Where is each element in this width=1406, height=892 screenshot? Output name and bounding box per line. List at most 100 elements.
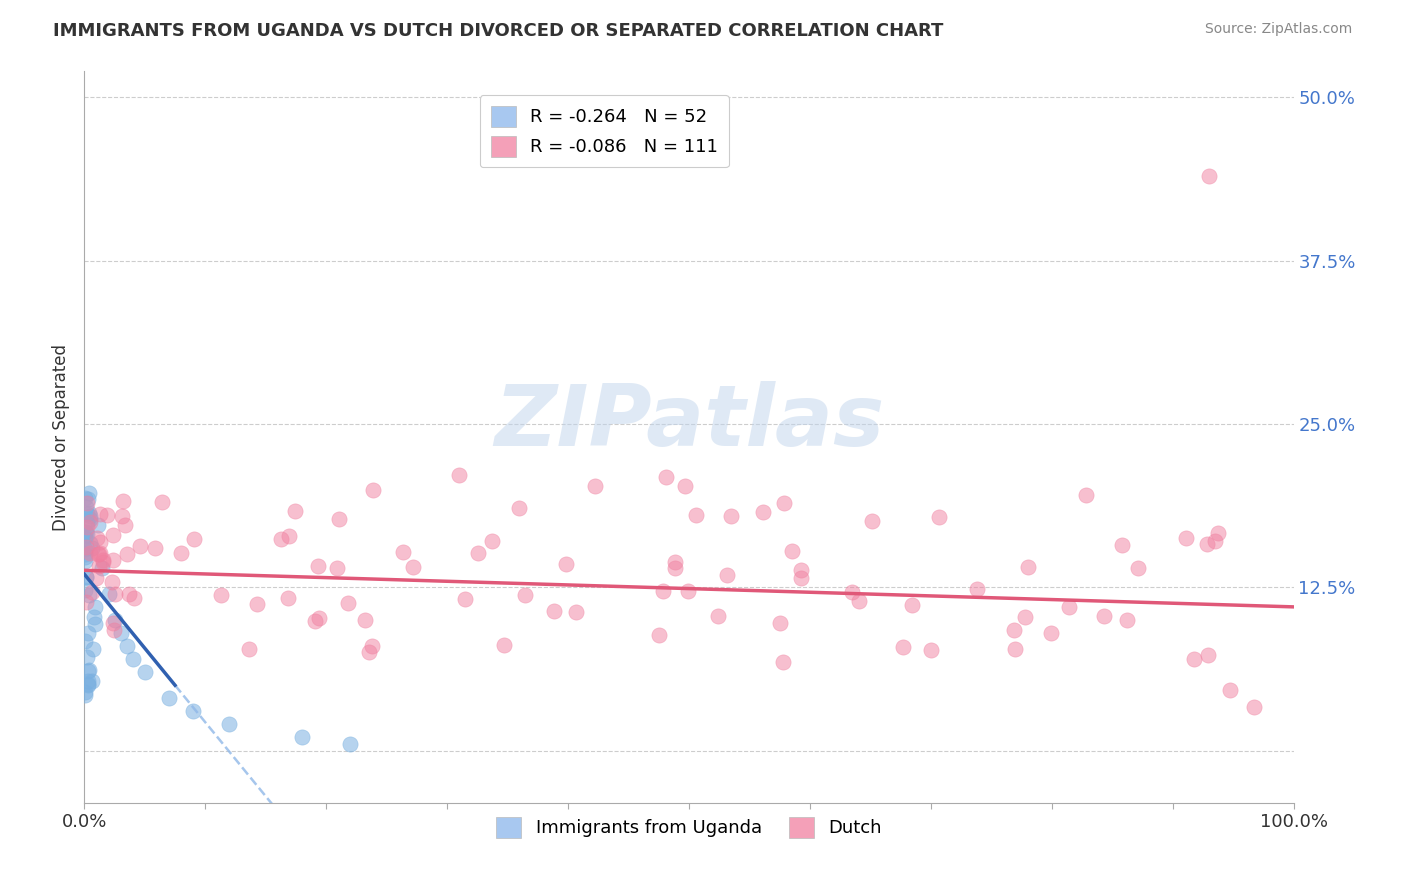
Point xyxy=(143,541,166,556)
Point xyxy=(76,650,98,665)
Point xyxy=(326,561,349,575)
Point xyxy=(277,591,299,606)
Point xyxy=(238,641,260,656)
Point xyxy=(1014,610,1036,624)
Point xyxy=(169,546,191,560)
Point xyxy=(359,645,381,659)
Point xyxy=(75,524,97,539)
Y-axis label: Divorced or Separated: Divorced or Separated xyxy=(52,343,70,531)
Point xyxy=(73,541,96,556)
Point xyxy=(122,591,145,606)
Point xyxy=(1002,623,1025,637)
Point xyxy=(91,560,114,574)
Point xyxy=(848,594,870,608)
Point xyxy=(91,553,114,567)
Point xyxy=(157,691,180,706)
Point xyxy=(75,595,97,609)
Point xyxy=(720,509,742,524)
Point xyxy=(447,468,470,483)
Point xyxy=(218,717,240,731)
Point xyxy=(337,596,360,610)
Point xyxy=(75,540,97,554)
Point xyxy=(76,520,98,534)
Point xyxy=(209,588,232,602)
Point xyxy=(73,582,96,597)
Point xyxy=(772,496,794,510)
Point xyxy=(1115,613,1137,627)
Point xyxy=(790,563,813,577)
Point xyxy=(86,532,108,546)
Point xyxy=(100,575,122,590)
Point xyxy=(676,583,699,598)
Point xyxy=(79,546,101,560)
Point xyxy=(89,508,111,522)
Point xyxy=(73,553,96,567)
Point xyxy=(110,626,132,640)
Point xyxy=(77,664,100,678)
Point xyxy=(82,584,104,599)
Point xyxy=(307,558,329,573)
Point xyxy=(73,529,96,543)
Point xyxy=(664,561,686,575)
Point xyxy=(1195,537,1218,551)
Point xyxy=(664,555,686,569)
Point xyxy=(1243,699,1265,714)
Point xyxy=(115,548,138,562)
Point xyxy=(291,731,314,745)
Point xyxy=(128,539,150,553)
Point xyxy=(685,508,707,522)
Point xyxy=(76,507,98,521)
Point xyxy=(91,555,114,569)
Point xyxy=(150,495,173,509)
Point xyxy=(86,547,108,561)
Point xyxy=(769,615,792,630)
Point xyxy=(1198,169,1220,183)
Point xyxy=(77,663,100,677)
Point xyxy=(76,516,98,531)
Point xyxy=(76,677,98,691)
Point xyxy=(101,553,124,567)
Point xyxy=(79,588,101,602)
Point xyxy=(1092,608,1115,623)
Point xyxy=(87,559,110,574)
Point xyxy=(134,665,156,680)
Point xyxy=(114,518,136,533)
Point xyxy=(554,558,576,572)
Point xyxy=(76,496,98,510)
Point xyxy=(1057,600,1080,615)
Point xyxy=(1197,648,1219,663)
Point xyxy=(361,639,384,653)
Point xyxy=(565,605,588,619)
Point xyxy=(1219,682,1241,697)
Point xyxy=(87,518,110,533)
Point xyxy=(707,608,730,623)
Point xyxy=(752,505,775,519)
Point xyxy=(328,512,350,526)
Point xyxy=(308,611,330,625)
Point xyxy=(97,587,120,601)
Point xyxy=(121,652,143,666)
Point xyxy=(246,597,269,611)
Point xyxy=(111,508,134,523)
Point xyxy=(1204,533,1226,548)
Point xyxy=(1076,488,1098,502)
Point xyxy=(112,493,135,508)
Point xyxy=(183,533,205,547)
Point xyxy=(841,584,863,599)
Point xyxy=(73,685,96,699)
Point xyxy=(80,673,103,688)
Point xyxy=(89,535,111,549)
Point xyxy=(900,599,922,613)
Point xyxy=(104,587,127,601)
Point xyxy=(79,509,101,524)
Point xyxy=(492,639,515,653)
Point xyxy=(118,587,141,601)
Point xyxy=(77,491,100,506)
Point xyxy=(1004,641,1026,656)
Point xyxy=(283,504,305,518)
Point xyxy=(84,617,107,632)
Point xyxy=(73,547,96,561)
Point xyxy=(75,550,97,565)
Point xyxy=(75,570,97,584)
Point xyxy=(583,479,606,493)
